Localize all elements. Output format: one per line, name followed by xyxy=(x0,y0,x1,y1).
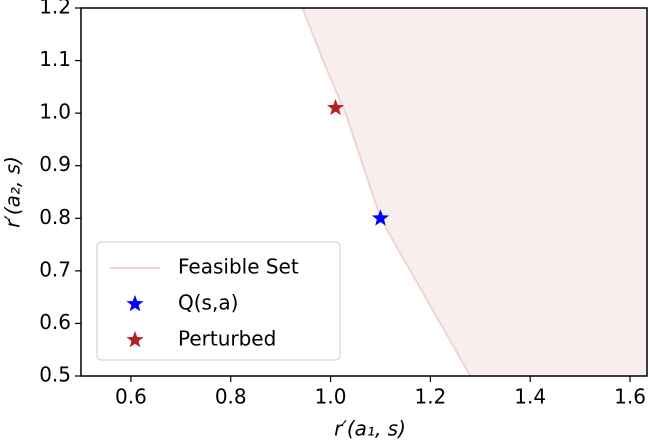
x-tick-label: 0.6 xyxy=(115,385,147,409)
y-tick-label: 0.6 xyxy=(39,310,71,334)
point xyxy=(326,98,345,116)
x-tick-label: 1.6 xyxy=(614,385,646,409)
y-tick-label: 0.8 xyxy=(39,205,71,229)
x-tick-label: 1.4 xyxy=(514,385,546,409)
y-tick-label: 1.1 xyxy=(39,47,71,71)
feasible-boundary xyxy=(301,7,472,377)
x-axis-label: r′(a₁, s) xyxy=(334,417,406,441)
y-tick-label: 1.2 xyxy=(39,0,71,19)
x-tick-label: 1.2 xyxy=(414,385,446,409)
y-axis-label: r′(a₂, s) xyxy=(1,156,25,228)
legend-label: Feasible Set xyxy=(178,255,299,279)
y-tick-label: 0.7 xyxy=(39,257,71,281)
x-tick-label: 0.8 xyxy=(215,385,247,409)
feasible-region xyxy=(302,8,648,376)
y-tick-label: 0.9 xyxy=(39,152,71,176)
legend: Feasible Set Q(s,a) Perturbed xyxy=(96,241,341,361)
legend-label: Q(s,a) xyxy=(178,291,238,315)
y-tick-label: 1.0 xyxy=(39,100,71,124)
y-tick-label: 0.5 xyxy=(39,363,71,387)
point xyxy=(371,209,390,226)
plot-frame xyxy=(80,7,648,377)
legend-swatch xyxy=(126,295,144,312)
x-tick-label: 1.0 xyxy=(315,385,347,409)
legend-label: Perturbed xyxy=(178,327,276,351)
legend-box xyxy=(96,241,341,361)
legend-swatch xyxy=(126,331,144,348)
